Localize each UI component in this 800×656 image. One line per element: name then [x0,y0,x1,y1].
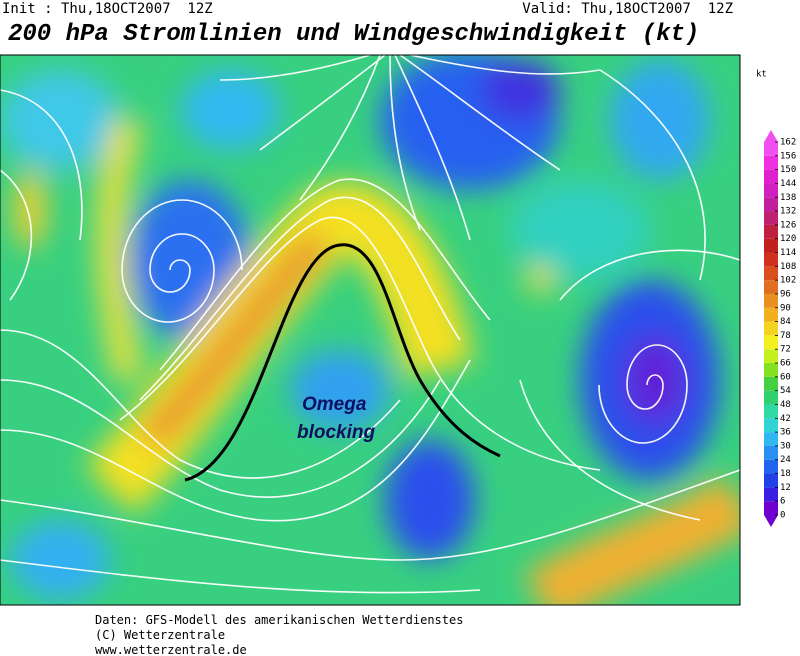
colorbar-label: 18 [780,469,791,479]
colorbar-band [764,197,778,212]
map-title: 200 hPa Stromlinien und Windgeschwindigk… [8,21,699,48]
map [0,55,740,605]
footer-line: www.wetterzentrale.de [95,643,247,656]
colorbar-band [764,418,778,433]
colorbar-label: 126 [780,220,796,230]
colorbar-band [764,432,778,446]
colorbar-band [764,501,778,515]
colorbar-label: 96 [780,289,791,299]
colorbar-label: 78 [780,331,791,341]
colorbar-band [764,280,778,294]
colorbar-label: 30 [780,441,791,451]
colorbar-band [764,487,778,502]
colorbar-band [764,363,778,377]
map-frame [0,54,741,606]
colorbar-label: 48 [780,400,791,410]
valid-time: Valid: Thu,18OCT2007 12Z [522,1,733,17]
colorbar-label: 6 [780,497,785,507]
colorbar: kt 0 6 12 18 24 30 36 42 48 54 60 66 72 78 84 90 96 102 10… [756,70,796,527]
colorbar-band [764,252,778,267]
colorbar-label: 0 [780,511,785,521]
colorbar-band [764,349,778,364]
colorbar-label: 54 [780,386,791,396]
colorbar-band [764,211,778,225]
colorbar-label: 90 [780,303,791,313]
colorbar-band [764,224,778,239]
colorbar-end [764,515,778,527]
colorbar-label: 114 [780,248,796,258]
colorbar-label: 162 [780,138,796,148]
colorbar-label: 36 [780,428,791,438]
colorbar-band [764,142,778,156]
colorbar-band [764,293,778,308]
colorbar-band [764,459,778,474]
omega-curve [184,243,501,482]
colorbar-band [764,155,778,170]
colorbar-band [764,169,778,184]
colorbar-band [764,335,778,350]
colorbar-label: 150 [780,165,796,175]
colorbar-band [764,376,778,391]
colorbar-label: 120 [780,234,796,244]
colorbar-label: 24 [780,455,791,465]
colorbar-label: 138 [780,193,796,203]
colorbar-band [764,307,778,322]
colorbar-label: 102 [780,276,796,286]
colorbar-band [764,238,778,253]
footer-line: Daten: GFS-Modell des amerikanischen Wet… [95,613,463,627]
colorbar-label: 66 [780,359,791,369]
colorbar-label: 144 [780,179,796,189]
annotation-line: Omega [302,394,367,415]
colorbar-label: 42 [780,414,791,424]
colorbar-label: 108 [780,262,796,272]
colorbar-label: 156 [780,151,796,161]
streamlines [0,55,740,594]
colorbar-label: 60 [780,372,791,382]
annotation-line: blocking [297,422,376,443]
footer-line: (C) Wetterzentrale [95,628,225,642]
colorbar-label: 84 [780,317,791,327]
colorbar-label: 12 [780,483,791,493]
colorbar-end [764,130,778,142]
init-time: Init : Thu,18OCT2007 12Z [2,1,213,17]
colorbar-band [764,445,778,460]
legend-unit: kt [756,70,767,80]
colorbar-band [764,183,778,198]
colorbar-band [764,321,778,336]
colorbar-label: 72 [780,345,791,355]
colorbar-label: 132 [780,207,796,217]
colorbar-band [764,390,778,405]
colorbar-band [764,404,778,419]
colorbar-band [764,473,778,488]
colorbar-band [764,266,778,281]
